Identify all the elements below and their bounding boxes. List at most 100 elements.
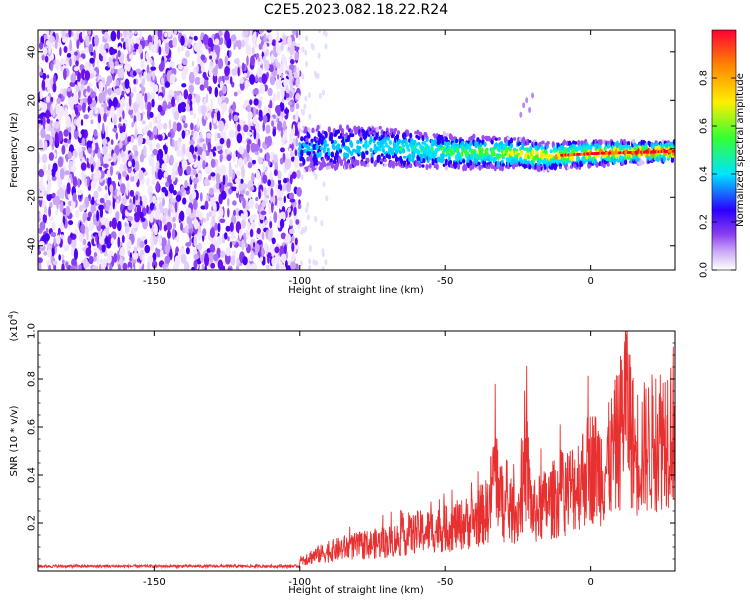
spectrogram-cell	[68, 132, 72, 141]
spectrogram-cell	[55, 234, 61, 245]
spectrogram-cell	[104, 225, 110, 236]
spectrogram-cell	[127, 240, 132, 248]
spectrogram-cell	[306, 156, 310, 162]
spectrogram-cell	[90, 119, 94, 124]
spectrogram-cell	[117, 236, 121, 248]
spectrogram-cell	[289, 59, 295, 65]
spectrogram-cell	[513, 137, 517, 141]
spectrogram-cell	[266, 30, 272, 33]
spectrogram-cell	[206, 112, 211, 119]
spectrogram-cell	[455, 138, 459, 144]
spectrogram-cell	[50, 53, 55, 61]
spectrogram-cell	[243, 124, 249, 133]
spectrogram-cell	[149, 213, 154, 223]
spectrogram-cell	[229, 222, 234, 232]
spectrogram-cell	[101, 244, 106, 253]
svg-text:(x104): (x104)	[7, 310, 20, 341]
spectrogram-cell	[156, 153, 160, 162]
spectrogram-cell	[204, 200, 209, 210]
spectrogram-cell	[196, 159, 202, 171]
spectrogram-cell	[267, 254, 270, 264]
spectrogram-cell	[279, 218, 285, 229]
spectrogram-cell	[118, 194, 121, 202]
spectrogram-cell	[101, 49, 107, 57]
spectrogram-cell	[214, 86, 219, 98]
spectrogram-cell	[244, 242, 248, 248]
spectrogram-cell	[70, 165, 76, 173]
spectrogram-cell	[363, 163, 367, 167]
spectrogram-cell	[270, 152, 274, 159]
spectrogram-cell	[108, 98, 112, 109]
spectrogram-cell	[187, 42, 191, 48]
spectrogram-cell	[98, 236, 105, 245]
spectrogram-cell	[289, 55, 293, 61]
spectrogram-cell	[375, 126, 379, 133]
spectrogram-cell	[48, 206, 51, 218]
spectrogram-cell	[184, 179, 188, 189]
spectrogram-cell	[249, 228, 254, 238]
spectrogram-cell	[409, 163, 413, 169]
spectrogram-cell	[274, 195, 278, 206]
spectrogram-cell	[293, 205, 297, 216]
spectrogram-cell	[251, 46, 255, 55]
spectrogram-cell	[253, 186, 257, 192]
spectrogram-cell	[327, 165, 331, 170]
spectrogram-cell	[46, 74, 50, 79]
spectrogram-cell	[107, 253, 112, 264]
spectrogram-cell	[130, 175, 135, 182]
spectrogram-cell	[332, 145, 336, 151]
spectrogram-cell	[202, 228, 207, 237]
spectrogram-cell	[53, 237, 57, 247]
spectrogram-cell	[43, 140, 48, 151]
spectrogram-cell	[200, 254, 205, 263]
spectrogram-cell	[54, 40, 58, 50]
spectrogram-cell	[76, 117, 81, 128]
spectrogram-cell	[67, 151, 73, 160]
spectrogram-cell	[571, 155, 575, 162]
spectrogram-cell	[182, 197, 187, 205]
spectrogram-cell	[195, 94, 201, 103]
y-tick-label: 0	[27, 146, 38, 152]
spectrogram-cell	[120, 183, 126, 194]
spectrogram-cell	[525, 97, 529, 104]
spectrogram-cell	[289, 174, 293, 185]
spectrogram-cell	[201, 150, 207, 160]
spectrogram-cell	[157, 95, 163, 101]
spectrogram-cell	[134, 128, 138, 140]
spectrogram-cell	[157, 134, 163, 140]
spectrogram-cell	[86, 85, 91, 93]
spectrogram-cell	[291, 156, 295, 162]
spectrogram-cell	[282, 120, 287, 132]
spectrogram-cell	[44, 55, 49, 63]
spectrogram-cell	[394, 162, 399, 167]
spectrogram-cell	[148, 155, 155, 167]
spectrogram-cell	[120, 37, 125, 42]
spectrogram-cell	[121, 235, 125, 243]
spectrogram-cell	[80, 162, 87, 171]
spectrogram-cell	[200, 66, 205, 73]
spectrogram-cell	[289, 136, 293, 145]
spectrogram-cell	[253, 128, 257, 140]
spectrogram-cell	[131, 158, 136, 168]
spectrogram-cell	[273, 169, 278, 177]
spectrogram-cell	[139, 252, 143, 261]
spectrogram-cell	[171, 96, 175, 108]
spectrogram-cell	[319, 146, 323, 151]
snr-x-axis-label: Height of straight line (km)	[288, 585, 424, 596]
spectrogram-cell	[97, 185, 102, 192]
spectrogram-cell	[641, 160, 645, 165]
spectrogram-cell	[50, 96, 54, 102]
spectrogram-cell	[215, 44, 221, 56]
spectrogram-cell	[168, 119, 172, 130]
spectrogram-cell	[108, 56, 112, 66]
spectrogram-cell	[282, 35, 288, 46]
spectrogram-cell	[209, 55, 213, 60]
spectrogram-cell	[169, 61, 175, 68]
spectrogram-cell	[174, 201, 178, 213]
spectrogram-cell	[192, 186, 195, 196]
spectrogram-cell	[327, 126, 331, 133]
spectrogram-cell	[566, 166, 571, 170]
spectrogram-cell	[267, 87, 273, 97]
spectrogram-cell	[61, 254, 65, 261]
